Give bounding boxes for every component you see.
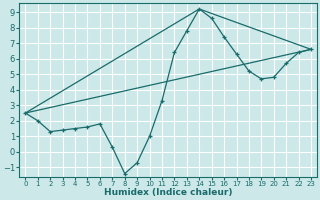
X-axis label: Humidex (Indice chaleur): Humidex (Indice chaleur) bbox=[104, 188, 232, 197]
